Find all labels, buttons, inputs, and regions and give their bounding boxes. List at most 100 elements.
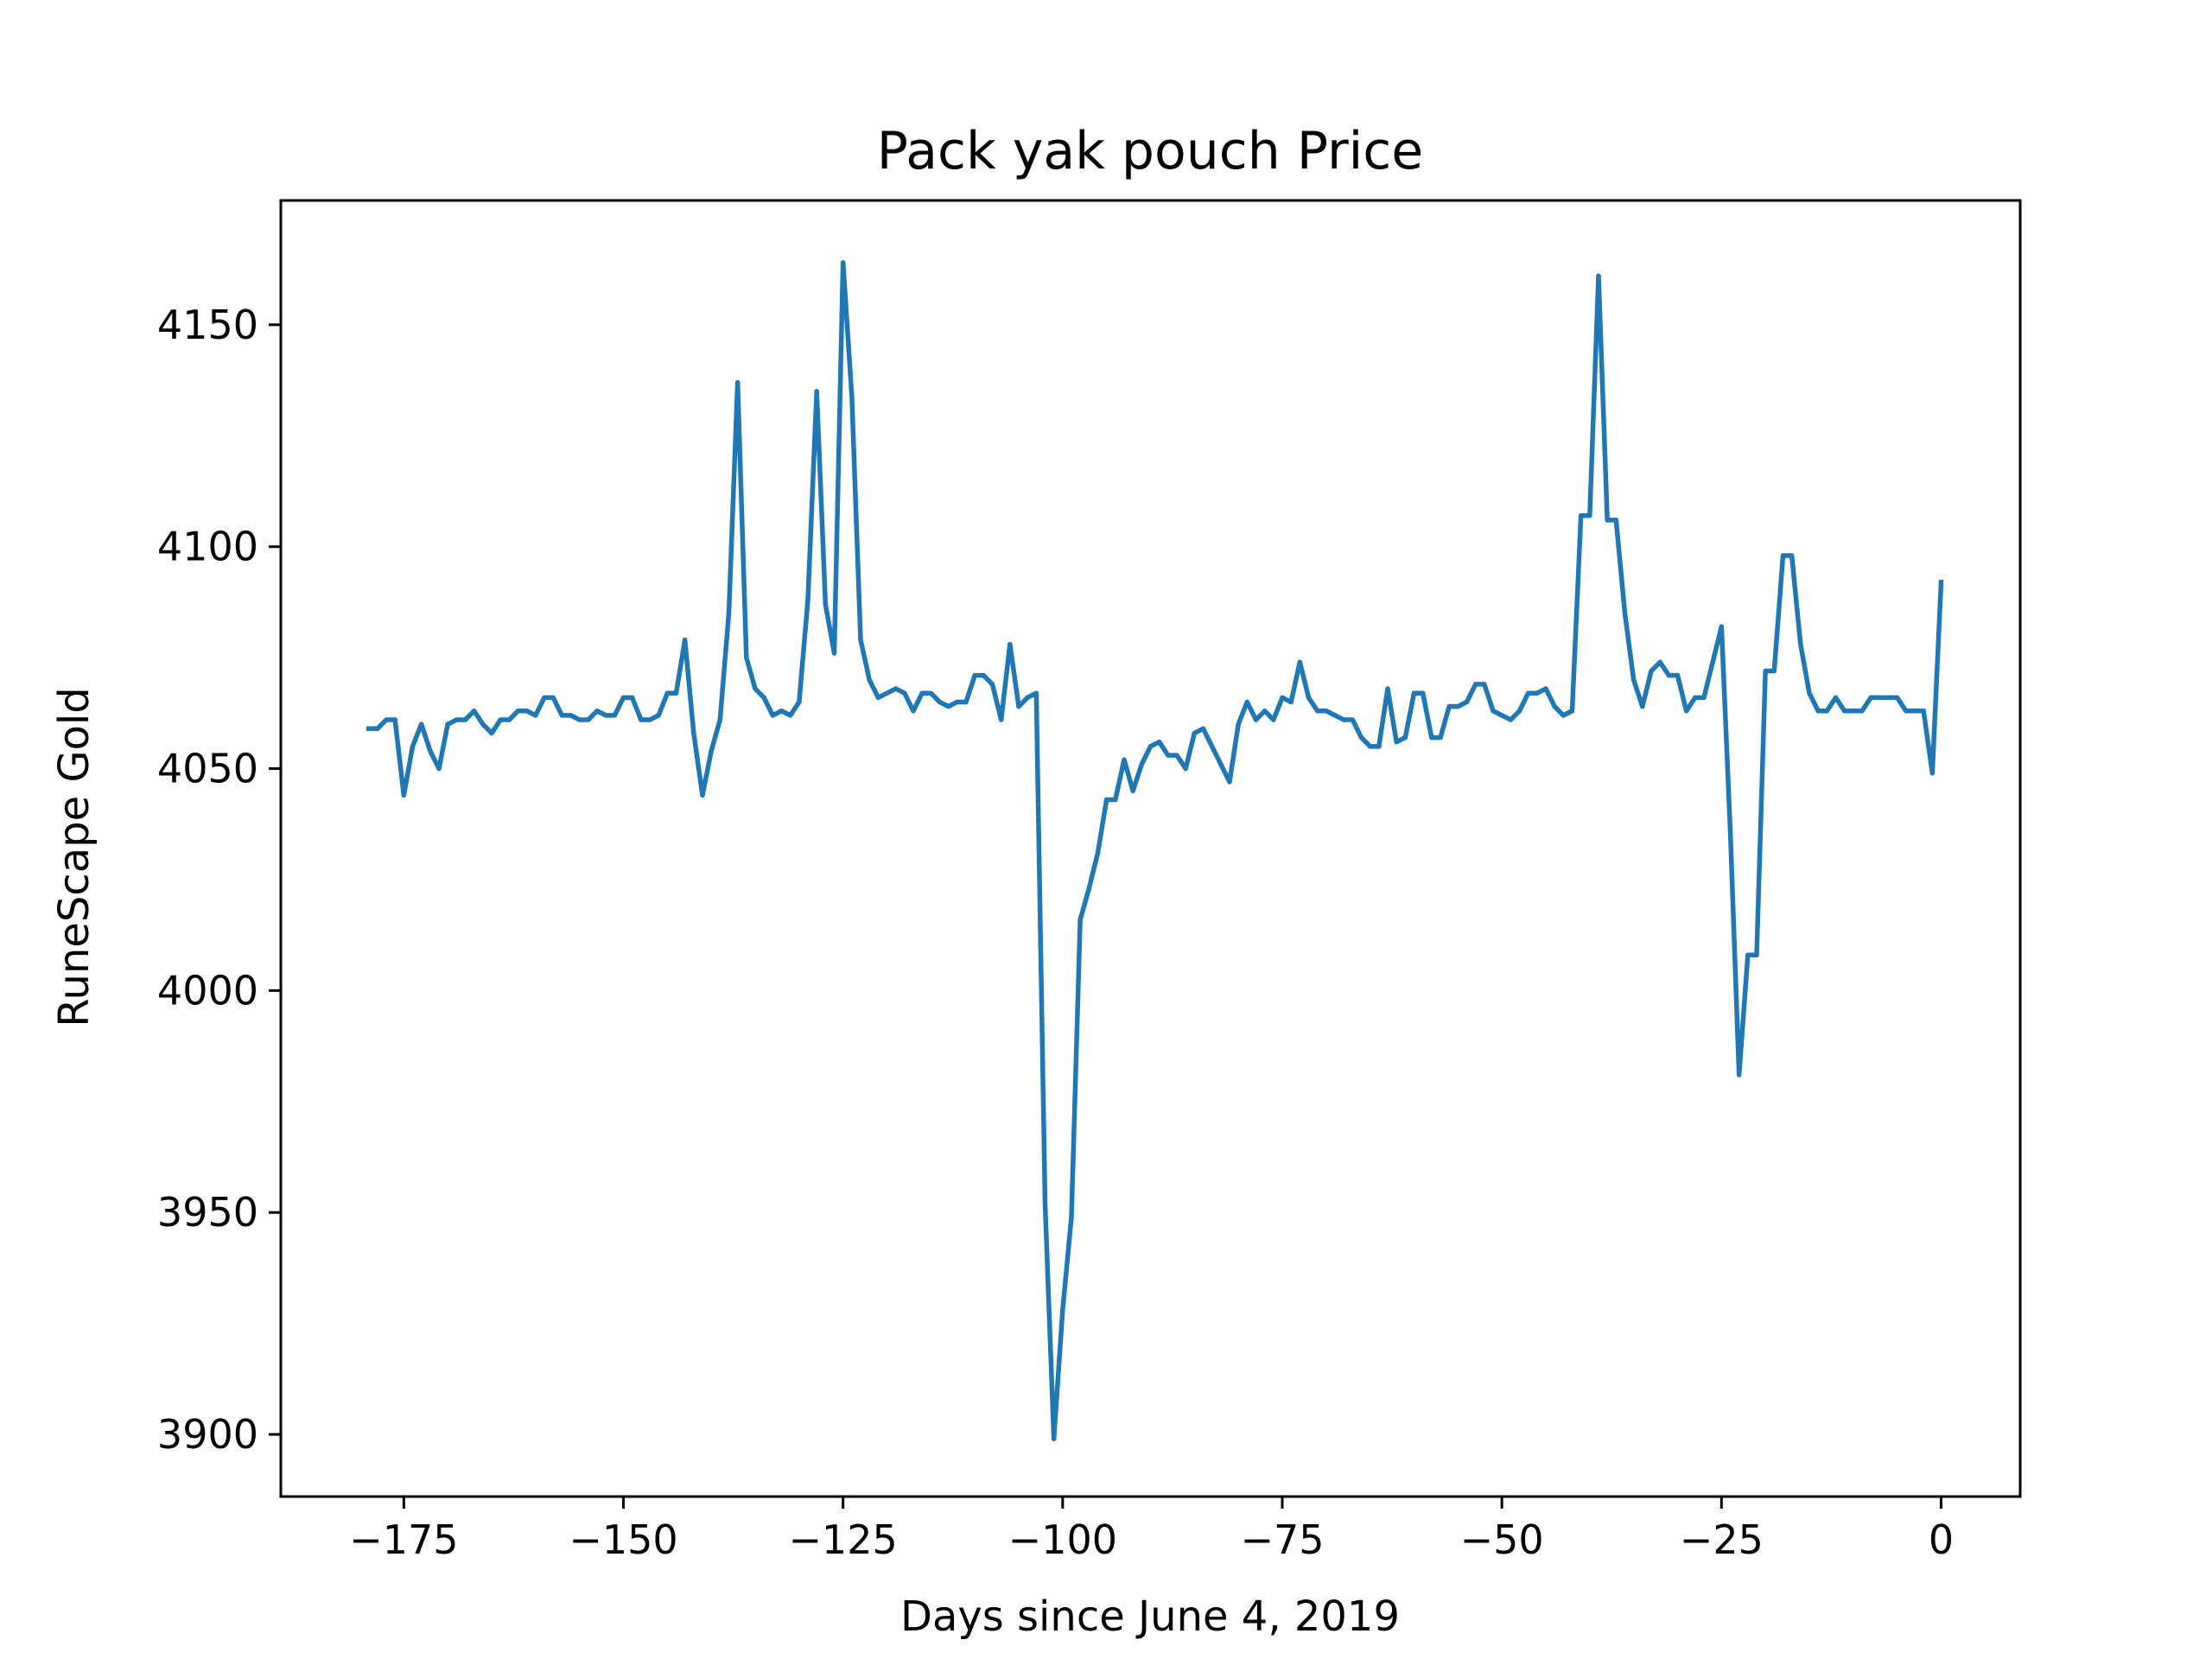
data-point <box>945 703 951 709</box>
data-point <box>533 713 538 718</box>
data-point <box>1332 713 1338 718</box>
data-point <box>717 717 723 722</box>
y-axis-label: RuneScape Gold <box>50 687 99 1027</box>
data-point <box>1438 734 1443 741</box>
data-point <box>1060 1307 1065 1313</box>
data-point <box>858 637 863 643</box>
data-point <box>1894 695 1900 701</box>
data-point <box>1736 1072 1742 1077</box>
data-point <box>445 721 450 727</box>
data-point <box>998 717 1004 722</box>
data-point <box>586 717 591 722</box>
data-point <box>963 699 969 705</box>
x-axis-label: Days since June 4, 2019 <box>900 1592 1400 1641</box>
data-point <box>428 748 433 753</box>
data-point <box>568 713 574 718</box>
data-point <box>1007 641 1013 647</box>
data-point <box>673 690 679 696</box>
data-point <box>594 709 600 714</box>
data-point <box>1218 761 1224 767</box>
data-point <box>1314 709 1320 714</box>
data-point <box>1587 513 1592 518</box>
data-point <box>1227 779 1232 785</box>
data-point <box>770 713 776 718</box>
data-point <box>1877 695 1883 701</box>
data-point <box>1780 553 1786 558</box>
data-point <box>1622 611 1628 616</box>
data-point <box>612 713 618 718</box>
data-point <box>989 682 995 687</box>
data-point <box>639 717 644 722</box>
data-point <box>1815 709 1821 714</box>
data-point <box>392 717 397 722</box>
data-point <box>1016 703 1021 709</box>
data-point <box>1166 753 1171 758</box>
data-point <box>1499 713 1504 718</box>
data-point <box>384 717 389 722</box>
data-point <box>893 686 899 691</box>
data-point <box>823 601 829 607</box>
data-point <box>1455 703 1461 709</box>
data-point <box>1130 788 1135 793</box>
data-point <box>1103 797 1109 803</box>
data-point <box>1649 668 1654 674</box>
x-tick-label: −100 <box>1008 1516 1117 1563</box>
data-point <box>1552 703 1557 709</box>
data-point <box>902 690 907 696</box>
data-point <box>1789 553 1795 558</box>
y-tick-label: 4100 <box>157 524 258 570</box>
data-point <box>1324 709 1329 714</box>
data-point <box>1525 690 1531 696</box>
data-point <box>1271 717 1276 722</box>
data-point <box>840 260 846 265</box>
data-point <box>1288 699 1294 705</box>
data-point <box>365 726 372 732</box>
data-point <box>911 709 916 714</box>
x-tick-label: −150 <box>569 1516 677 1563</box>
data-point <box>664 690 671 696</box>
y-tick-label: 4150 <box>157 302 258 348</box>
data-point <box>867 677 872 683</box>
data-point <box>1745 952 1751 957</box>
data-point <box>831 651 837 656</box>
data-point <box>629 695 635 701</box>
data-point <box>1701 695 1707 701</box>
data-point <box>1122 757 1127 762</box>
data-point <box>1482 682 1487 687</box>
data-point <box>1824 709 1830 714</box>
data-point <box>1394 740 1399 745</box>
data-point <box>576 717 582 722</box>
y-tick-label: 3900 <box>157 1411 258 1458</box>
data-point <box>875 695 881 701</box>
data-point <box>656 713 661 718</box>
y-tick-label: 3950 <box>157 1189 258 1236</box>
data-point <box>937 699 943 705</box>
data-point <box>1244 699 1250 705</box>
data-point <box>1411 690 1417 696</box>
data-point <box>1798 641 1803 647</box>
data-point <box>1596 273 1601 279</box>
y-axis-ticks: 3900 3950 4000 4050 4100 4150 <box>157 302 281 1458</box>
data-point <box>955 699 960 705</box>
data-point <box>1938 580 1944 585</box>
data-point <box>1033 690 1039 696</box>
data-point <box>1472 682 1478 687</box>
data-point <box>1402 734 1408 741</box>
data-point <box>744 655 749 660</box>
data-point <box>919 690 925 696</box>
data-point <box>1904 709 1909 714</box>
data-point <box>1446 703 1452 709</box>
data-point <box>1508 717 1514 722</box>
data-point <box>700 792 705 798</box>
data-point <box>1376 744 1382 749</box>
data-point <box>1350 717 1356 722</box>
data-point <box>1763 668 1768 674</box>
x-axis-ticks: −175 −150 −125 −100 −75 −50 −25 0 <box>349 1497 1954 1563</box>
x-tick-label: −175 <box>349 1516 458 1563</box>
data-point <box>1156 740 1162 745</box>
data-point <box>480 721 486 727</box>
data-point <box>1086 886 1092 891</box>
data-point <box>928 690 934 696</box>
